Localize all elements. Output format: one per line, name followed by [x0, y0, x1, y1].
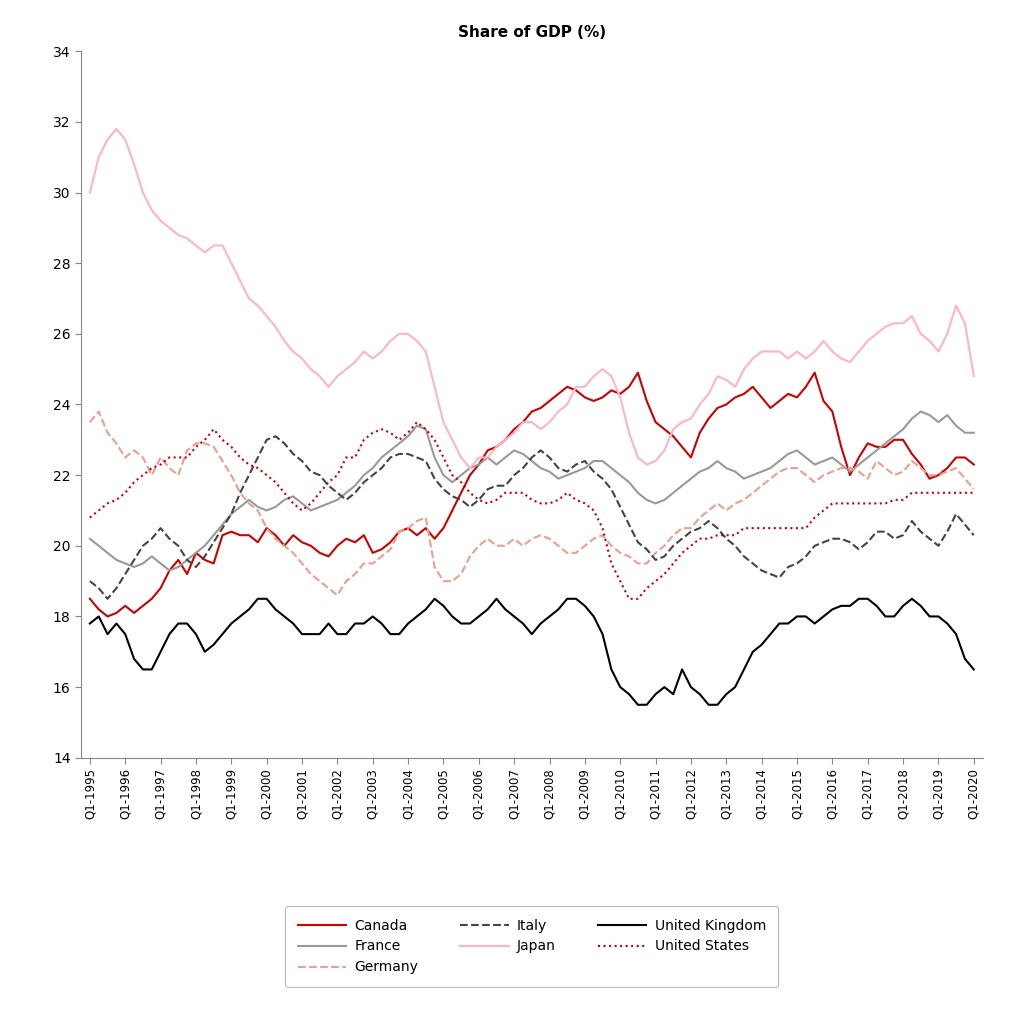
United States	[765, 522, 777, 535]
United States	[623, 593, 635, 605]
Japan	[84, 186, 96, 199]
United Kingdom	[967, 664, 980, 676]
Japan	[509, 427, 521, 439]
Canada	[155, 582, 167, 594]
United States	[967, 486, 980, 499]
France	[756, 466, 768, 478]
Italy	[765, 568, 777, 581]
Italy	[155, 522, 167, 535]
Canada	[101, 610, 113, 623]
Germany	[92, 406, 104, 418]
Italy	[322, 479, 334, 492]
Japan	[314, 370, 326, 382]
Germany	[509, 532, 521, 545]
Japan	[765, 345, 777, 357]
Germany	[967, 483, 980, 496]
Japan	[110, 123, 123, 135]
United Kingdom	[252, 593, 264, 605]
Line: Italy: Italy	[90, 436, 973, 599]
United States	[411, 416, 423, 428]
Germany	[765, 472, 777, 484]
Germany	[314, 575, 326, 588]
Legend: Canada, France, Germany, Italy, Japan, United Kingdom, United States: Canada, France, Germany, Italy, Japan, U…	[286, 906, 778, 987]
Italy	[967, 529, 980, 542]
France	[623, 476, 635, 488]
United States	[84, 511, 96, 523]
Line: United Kingdom: United Kingdom	[90, 599, 973, 705]
Italy	[101, 593, 113, 605]
France	[499, 452, 512, 464]
France	[146, 550, 158, 562]
France	[314, 501, 326, 513]
Canada	[314, 547, 326, 559]
France	[84, 532, 96, 545]
United States	[305, 498, 317, 510]
Germany	[632, 557, 644, 569]
Line: Canada: Canada	[90, 373, 973, 616]
Italy	[632, 537, 644, 549]
Japan	[720, 374, 732, 386]
United Kingdom	[146, 664, 158, 676]
Germany	[84, 416, 96, 428]
Japan	[464, 462, 476, 474]
Japan	[632, 452, 644, 464]
Germany	[331, 589, 343, 601]
United Kingdom	[84, 617, 96, 630]
United Kingdom	[765, 628, 777, 640]
United States	[632, 593, 644, 605]
Italy	[509, 469, 521, 481]
Canada	[967, 459, 980, 471]
Line: France: France	[90, 412, 973, 570]
United Kingdom	[720, 688, 732, 700]
Japan	[155, 215, 167, 227]
Canada	[632, 367, 644, 379]
France	[915, 406, 927, 418]
Italy	[720, 532, 732, 545]
Germany	[720, 505, 732, 517]
France	[711, 455, 723, 467]
Italy	[84, 575, 96, 588]
Italy	[269, 430, 282, 442]
Canada	[765, 401, 777, 414]
Line: Germany: Germany	[90, 412, 973, 595]
Line: Japan: Japan	[90, 129, 973, 468]
France	[163, 564, 175, 577]
France	[967, 427, 980, 439]
Line: United States: United States	[90, 422, 973, 599]
Title: Share of GDP (%): Share of GDP (%)	[458, 26, 606, 40]
United Kingdom	[632, 698, 644, 711]
United Kingdom	[499, 603, 512, 615]
United Kingdom	[623, 688, 635, 700]
Canada	[499, 434, 512, 446]
Canada	[720, 398, 732, 411]
Canada	[623, 381, 635, 393]
United Kingdom	[314, 628, 326, 640]
United States	[146, 462, 158, 474]
Japan	[967, 370, 980, 382]
United States	[720, 529, 732, 542]
Canada	[84, 593, 96, 605]
Germany	[155, 452, 167, 464]
United States	[499, 486, 512, 499]
